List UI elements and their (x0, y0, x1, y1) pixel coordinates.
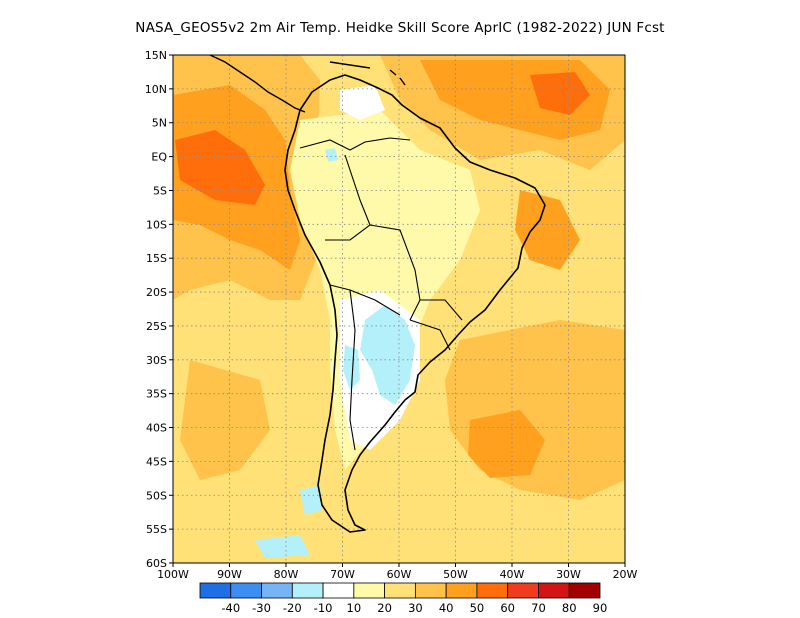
country-borders (299, 137, 463, 451)
lat-tick-label: 25S (146, 320, 167, 333)
colorbar-label: 40 (439, 601, 454, 615)
colorbar-label: 10 (347, 601, 362, 615)
colorbar-swatch (384, 582, 416, 599)
colorbar-label: 80 (562, 601, 577, 615)
chart-title: NASA_GEOS5v2 2m Air Temp. Heidke Skill S… (135, 20, 665, 36)
field-patch-blue-argentina (360, 305, 415, 405)
colorbar-label: 30 (408, 601, 423, 615)
lat-tick-label: 40S (146, 422, 167, 435)
colorbar-label: 20 (377, 601, 392, 615)
colorbar-swatch (507, 582, 539, 599)
lat-tick-label: 5S (153, 184, 167, 197)
field-patch-blue-drake (255, 535, 310, 558)
coastline-south-america (284, 74, 546, 533)
latitude-axis: 15N 10N 5N EQ 5S 10S 15S 20S 25S 30S 35S 40S 45S 50S 5… (145, 49, 173, 570)
field-patch-blue-amazon (325, 148, 338, 162)
colorbar-swatch (230, 582, 262, 599)
coastline-caribbean-islands (329, 61, 406, 86)
lat-tick-label: 20S (146, 286, 167, 299)
lat-tick-label: EQ (151, 151, 167, 164)
lat-tick-label: 55S (146, 523, 167, 536)
colorbar-swatch (445, 582, 478, 599)
lat-tick-label: 30S (146, 354, 167, 367)
lon-tick-label: 80W (274, 568, 299, 581)
lat-tick-label: 60S (146, 557, 167, 570)
field-patch-venezuela-white (340, 85, 385, 120)
colorbar-label: 90 (593, 601, 608, 615)
field-core-atlantic-north (530, 72, 590, 115)
lat-tick-label: 45S (146, 455, 167, 468)
colorbar-swatch (568, 582, 601, 599)
lon-tick-label: 60W (387, 568, 412, 581)
colorbar-label: -10 (314, 601, 333, 615)
lon-tick-label: 50W (443, 568, 468, 581)
lon-tick-label: 90W (217, 568, 242, 581)
field-patch-blue-chile (343, 345, 360, 390)
colorbar-label: 70 (531, 601, 546, 615)
colorbar-swatch (291, 582, 324, 599)
lon-tick-label: 30W (556, 568, 581, 581)
field-patch-continent-pale (290, 110, 480, 470)
colorbar-swatch (322, 582, 355, 599)
colorbar-label: 50 (470, 601, 485, 615)
field-patch-brazil-east (515, 190, 580, 270)
colorbar-swatch (414, 582, 447, 599)
longitude-axis: 100W 90W 80W 70W 60W 50W 40W 30W 20W (157, 563, 638, 581)
field-patch-south-orange (180, 360, 270, 480)
lon-tick-label: 40W (500, 568, 525, 581)
colorbar-swatch (538, 582, 570, 599)
colorbar-swatch (476, 582, 509, 599)
graticule (173, 55, 625, 563)
field-patch-south-atlantic-deep (468, 410, 545, 478)
lat-tick-label: 35S (146, 388, 167, 401)
colorbar-swatch (353, 582, 386, 599)
lon-tick-label: 20W (613, 568, 638, 581)
field-core-pacific (175, 130, 265, 205)
map-field (173, 55, 625, 563)
lat-tick-label: 50S (146, 489, 167, 502)
colorbar-label: 60 (500, 601, 515, 615)
lon-tick-label: 70W (330, 568, 355, 581)
lat-tick-label: 15S (146, 252, 167, 265)
lat-tick-label: 15N (145, 49, 167, 62)
colorbar-label: -40 (221, 601, 240, 615)
lat-tick-label: 10S (146, 218, 167, 231)
field-patch-blue-patagonia (300, 485, 322, 515)
colorbar-swatch (261, 582, 293, 599)
coastline-central-america (209, 55, 306, 113)
colorbar-label: -20 (283, 601, 302, 615)
lat-tick-label: 10N (145, 83, 167, 96)
colorbar: -40 -30 -20 -10 10 20 30 40 50 60 70 80 90 (199, 582, 608, 615)
lon-tick-label: 100W (157, 568, 189, 581)
colorbar-label: -30 (252, 601, 271, 615)
colorbar-swatch (199, 582, 232, 599)
lat-tick-label: 5N (152, 117, 167, 130)
